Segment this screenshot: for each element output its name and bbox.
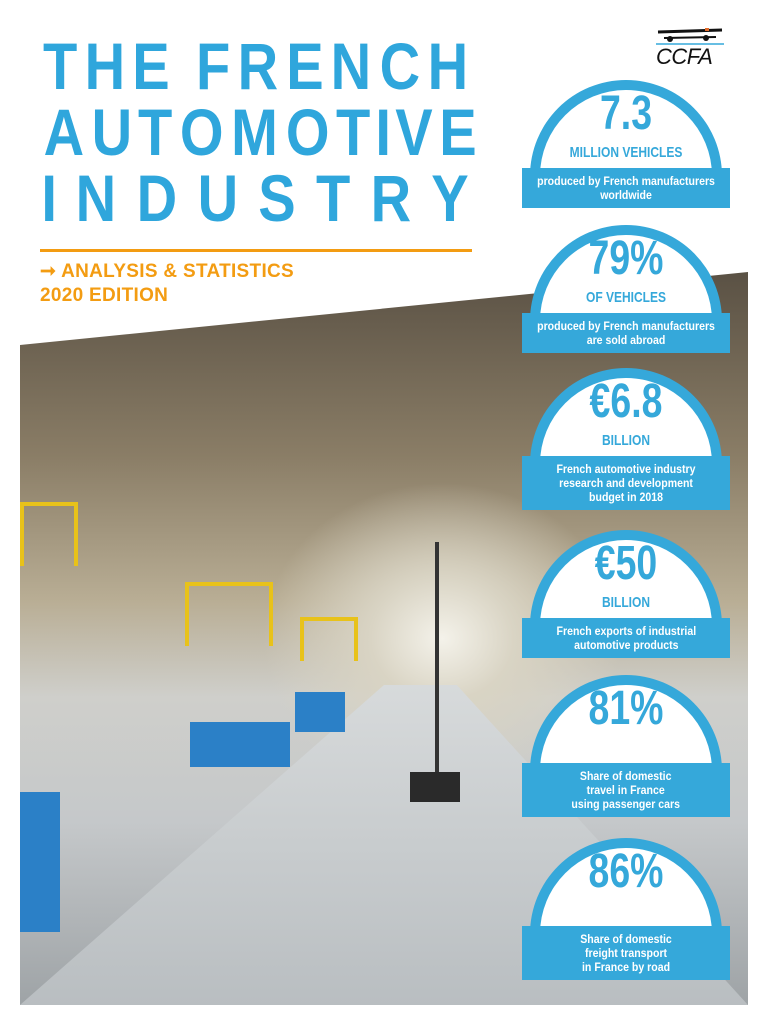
stat-unit: MILLION VEHICLES [569, 144, 683, 161]
title-letter: I [375, 95, 391, 169]
stat-value: €50 [594, 537, 658, 590]
title-letter: E [285, 29, 324, 103]
title-letter: M [231, 95, 278, 169]
car-logo-icon [656, 28, 724, 45]
title-letter: R [237, 29, 279, 103]
subtitle-edition: 2020 EDITION [40, 285, 169, 306]
title-letter [176, 36, 192, 96]
stat-value: 7.3 [599, 87, 653, 140]
stat-unit: BILLION [602, 432, 650, 449]
title-letter: R [370, 161, 411, 235]
stat-description: French exports of industrial automotive … [522, 618, 730, 658]
title-letter: O [285, 95, 330, 169]
stat-value: 79% [588, 232, 664, 285]
ccfa-logo: CCFA [656, 28, 724, 70]
stat-value: 81% [588, 682, 664, 735]
stat-value: 86% [588, 845, 664, 898]
stat-description: Share of domestic freight transport in F… [522, 926, 730, 980]
title-letter: U [91, 95, 132, 169]
title-letter: T [43, 29, 78, 103]
title-letter: N [331, 29, 372, 103]
title-letter: V [395, 95, 433, 169]
title-letter: T [315, 161, 351, 235]
title-letter: F [196, 29, 231, 103]
title-letter: U [197, 161, 239, 235]
title-letter: Y [431, 161, 469, 235]
title-letter: O [179, 95, 224, 169]
title-letter: H [427, 29, 469, 103]
stat-description: French automotive industry research and … [522, 456, 730, 510]
title-letter: A [43, 95, 85, 169]
title-letter: T [138, 95, 173, 169]
stat-unit: BILLION [602, 594, 650, 611]
stat-description: Share of domestic travel in France using… [522, 763, 730, 817]
stat-value: €6.8 [589, 375, 663, 428]
title-letter: D [136, 161, 178, 235]
title-letter: I [41, 161, 57, 235]
title-letter: E [132, 29, 171, 103]
stat-unit: OF VEHICLES [585, 289, 666, 306]
title-letter: C [379, 29, 420, 103]
title-letter: E [439, 95, 477, 169]
title-letter: N [75, 161, 116, 235]
subtitle-analysis: ➞ ANALYSIS & STATISTICS [40, 261, 295, 282]
stat-description: produced by French manufacturers are sol… [522, 313, 730, 353]
title-letter: T [336, 95, 371, 169]
divider [40, 249, 472, 252]
title-letter: S [258, 161, 297, 235]
title-letter: H [84, 29, 126, 103]
stat-description: produced by French manufacturers worldwi… [522, 168, 730, 208]
